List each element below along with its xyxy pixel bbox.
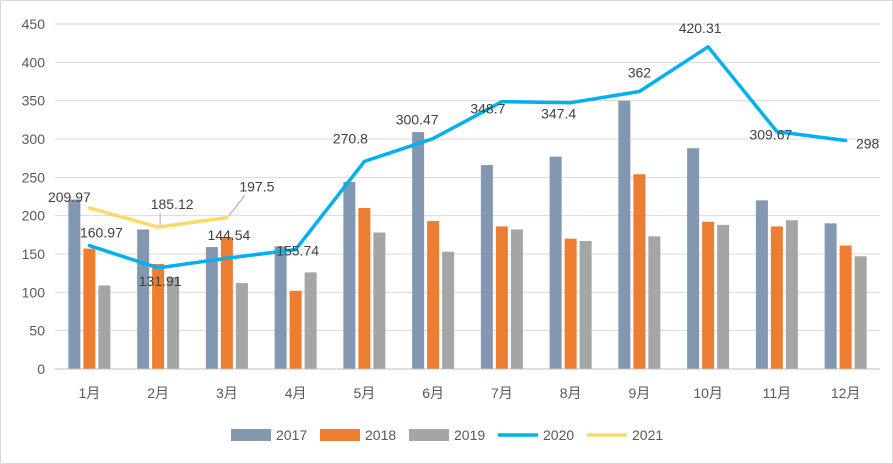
- gridlines: [55, 23, 880, 332]
- x-tick-label: 6月: [422, 385, 444, 401]
- legend-swatch-2019: [409, 429, 449, 441]
- bar-2017: [68, 199, 81, 369]
- data-label-2020: 300.47: [396, 112, 439, 128]
- bar-2017: [618, 100, 631, 370]
- data-label-2020: 160.97: [80, 225, 123, 241]
- y-tick-label: 150: [22, 246, 46, 262]
- legend-label-2018: 2018: [365, 427, 396, 443]
- bar-series-group: [68, 100, 867, 370]
- bar-2017: [412, 132, 425, 369]
- legend: 2017 2018 2019 2020 2021: [231, 427, 663, 443]
- bar-2019: [854, 256, 867, 369]
- legend-swatch-2017: [231, 429, 271, 441]
- bar-2019: [442, 251, 455, 369]
- y-tick-label: 0: [37, 361, 45, 377]
- bar-2017: [205, 247, 218, 369]
- data-label-2020: 270.8: [333, 130, 368, 146]
- line-2021: [87, 206, 229, 229]
- bar-2018: [358, 208, 371, 369]
- x-tick-label: 3月: [216, 385, 238, 401]
- line-series-group: [87, 45, 848, 270]
- data-label-2021: 185.12: [151, 196, 194, 212]
- legend-label-2021: 2021: [632, 427, 663, 443]
- y-tick-label: 450: [22, 16, 46, 32]
- bar-2019: [373, 232, 386, 369]
- x-tick-label: 7月: [491, 385, 513, 401]
- bar-2017: [549, 156, 562, 369]
- bar-2017: [480, 165, 493, 369]
- bar-2018: [495, 226, 508, 369]
- bar-2018: [839, 245, 852, 369]
- line-2020: [87, 45, 848, 270]
- x-tick-label: 4月: [285, 385, 307, 401]
- x-tick-label: 2月: [147, 385, 169, 401]
- bar-2018: [633, 174, 646, 369]
- y-tick-label: 400: [22, 54, 46, 70]
- bar-2018: [289, 290, 302, 369]
- bar-2019: [510, 229, 523, 369]
- bar-2017: [687, 148, 700, 369]
- bar-2019: [235, 283, 248, 369]
- bar-2018: [564, 238, 577, 369]
- data-label-2020: 420.31: [679, 20, 722, 36]
- bar-2019: [579, 240, 592, 369]
- data-label-2020: 362: [628, 64, 652, 80]
- bar-2019: [785, 220, 798, 369]
- data-label-2020: 155.74: [276, 243, 319, 259]
- data-label-2020: 131.91: [139, 273, 182, 289]
- data-label-2020: 144.54: [207, 227, 250, 243]
- bar-2018: [152, 263, 165, 369]
- bar-2019: [648, 236, 661, 369]
- bar-2017: [343, 181, 356, 369]
- y-tick-label: 300: [22, 131, 46, 147]
- x-tick-label: 1月: [78, 385, 100, 401]
- y-tick-label: 350: [22, 93, 46, 109]
- x-tick-label: 12月: [831, 385, 861, 401]
- y-tick-label: 50: [29, 323, 45, 339]
- data-label-2020: 298: [856, 136, 880, 152]
- y-tick-label: 100: [22, 284, 46, 300]
- bar-2019: [304, 272, 317, 369]
- data-label-2020: 309.67: [749, 127, 792, 143]
- x-tick-label: 9月: [628, 385, 650, 401]
- bar-2019: [98, 285, 111, 369]
- leader-line: [228, 195, 246, 216]
- data-label-2020: 347.4: [541, 106, 576, 122]
- bar-2018: [770, 226, 783, 369]
- legend-label-2017: 2017: [276, 427, 307, 443]
- x-tick-label: 5月: [353, 385, 375, 401]
- bar-2017: [824, 223, 837, 369]
- bar-2018: [427, 221, 440, 369]
- legend-label-2019: 2019: [454, 427, 485, 443]
- y-tick-label: 250: [22, 169, 46, 185]
- legend-swatch-2018: [320, 429, 360, 441]
- bar-2018: [220, 237, 233, 369]
- bar-2019: [717, 224, 730, 369]
- bar-2018: [83, 248, 96, 369]
- data-label-2021: 197.5: [239, 179, 274, 195]
- data-labels: 160.97 131.91 144.54 155.74 270.8 300.47 348.7…: [48, 20, 880, 289]
- bar-2017: [274, 246, 287, 369]
- bar-2019: [167, 277, 180, 369]
- bar-2018: [702, 221, 715, 369]
- x-tick-label: 10月: [693, 385, 723, 401]
- legend-label-2020: 2020: [543, 427, 574, 443]
- data-label-2020: 348.7: [470, 101, 505, 117]
- y-tick-label: 200: [22, 208, 46, 224]
- data-label-2021: 209.97: [48, 189, 91, 205]
- x-tick-label: 8月: [560, 385, 582, 401]
- bar-2017: [755, 200, 768, 369]
- axes: 0 50 100 150 200 250 300 350 400 450 1月 2月 3月 4月 5月 6月 7…: [22, 16, 880, 401]
- bar-2017: [137, 229, 150, 369]
- x-tick-label: 11月: [763, 385, 792, 401]
